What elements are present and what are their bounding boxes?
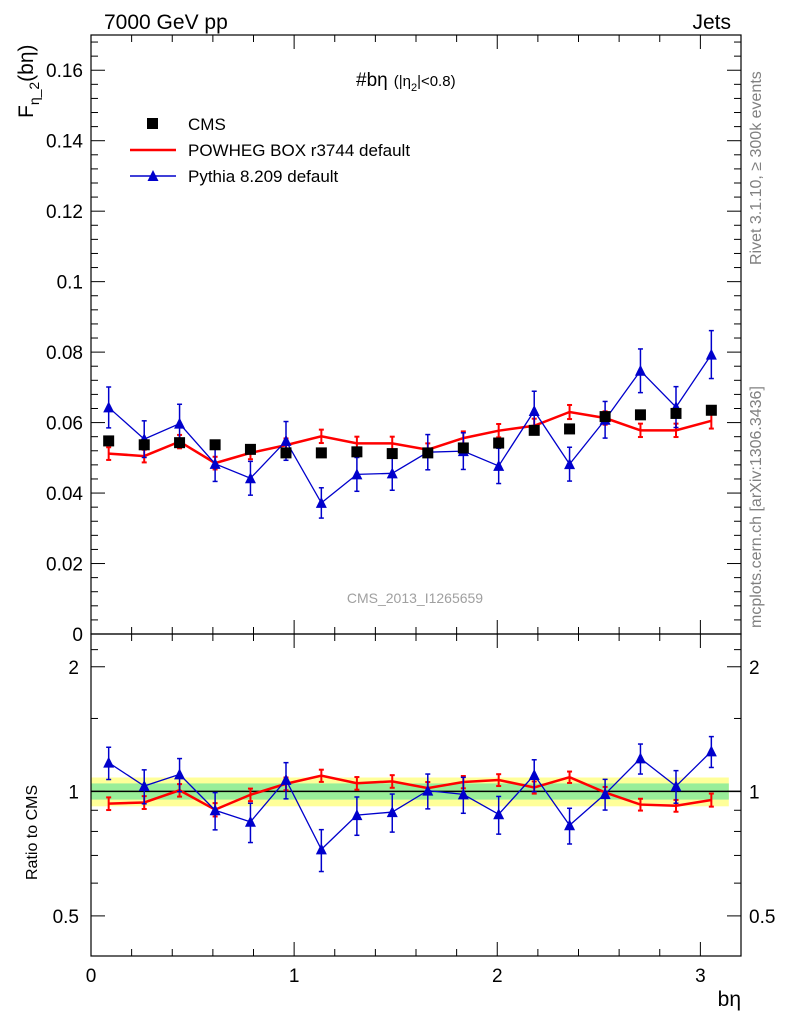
legend-label-pythia: Pythia 8.209 default (188, 167, 339, 186)
ratio-pythia-point (599, 788, 611, 800)
x-axis-label: bη (718, 988, 741, 1011)
cms-data-point (138, 439, 150, 451)
cms-data-point (315, 447, 327, 459)
ratio-line-pythia (108, 750, 712, 851)
y-tick-label: 0.04 (46, 484, 83, 505)
ratio-pythia-point (280, 773, 292, 785)
main-panel: 0 0.02 0.04 0.06 0.08 0.1 0.12 0.14 0.16 (46, 34, 742, 646)
ratio-pythia-point (209, 804, 221, 816)
plot-title: #bη (|η2|<0.8) (356, 70, 456, 94)
pythia-point (634, 364, 646, 376)
pythia-point (174, 417, 186, 429)
legend-label-powheg: POWHEG BOX r3744 default (188, 141, 410, 160)
pythia-point (103, 401, 115, 413)
ratio-y-tick-label: 1 (68, 782, 79, 803)
y-tick-label: 0.06 (46, 414, 83, 435)
x-tick-label: 3 (695, 966, 706, 987)
ratio-pythia-point (634, 752, 646, 764)
ratio-pythia-point (386, 806, 398, 818)
x-tick-label: 2 (492, 966, 503, 987)
pythia-point (705, 348, 717, 360)
legend-marker-pythia (147, 170, 159, 181)
pythia-point (280, 434, 292, 446)
cms-data-point (457, 442, 469, 454)
y-axis-label-end: (bη) (15, 44, 38, 81)
ratio-y-tick-label-right: 2 (749, 658, 760, 679)
ratio-panel: 0 1 2 3 0.5 0.5 1 1 2 2 (53, 633, 775, 987)
ratio-y-tick-label: 2 (68, 658, 79, 679)
ratio-y-tick-label-right: 1 (749, 782, 760, 803)
series-line-powheg (108, 410, 712, 465)
y-axis-label: Fη_2(bη) (15, 44, 42, 118)
ratio-pythia-point (670, 780, 682, 792)
cms-data-point (280, 447, 292, 459)
cms-data-point (564, 423, 576, 435)
ratio-pythia-point (103, 756, 115, 768)
y-tick-label: 0 (72, 625, 83, 646)
cms-data-point (670, 407, 682, 419)
y-tick-label: 0.08 (46, 343, 83, 364)
series-line-pythia (108, 354, 712, 504)
pythia-point (564, 458, 576, 470)
cms-data-point (528, 424, 540, 436)
y-tick-label: 0.14 (46, 132, 83, 153)
ratio-pythia-point (138, 780, 150, 792)
x-tick-label: 0 (86, 966, 97, 987)
ratio-pythia-point (705, 745, 717, 757)
pythia-point (386, 467, 398, 479)
rivet-label: Rivet 3.1.10, ≥ 300k events (748, 71, 765, 265)
ratio-y-tick-label-right: 0.5 (749, 907, 775, 928)
ratio-line-powheg (108, 774, 712, 812)
cms-data-point (103, 435, 115, 447)
y-axis-label-sub: η_2 (26, 82, 42, 106)
legend-label-cms: CMS (188, 115, 226, 134)
ratio-pythia-point (493, 808, 505, 820)
x-tick-label: 1 (289, 966, 300, 987)
cms-data-point (351, 446, 363, 458)
pythia-point (209, 457, 221, 469)
ratio-pythia-point (457, 788, 469, 800)
ratio-y-axis-label: Ratio to CMS (24, 785, 41, 880)
cms-data-point (209, 439, 221, 451)
cms-data-point (386, 448, 398, 460)
y-tick-label: 0.02 (46, 555, 83, 576)
plot-title-cut-end: |<0.8) (417, 73, 456, 90)
cms-data-point (174, 437, 186, 449)
cms-data-point (422, 447, 434, 459)
y-tick-label: 0.12 (46, 202, 83, 223)
y-axis-label-main: F (15, 105, 38, 118)
plot-title-cut: (|η (394, 73, 411, 90)
ratio-pythia-point (244, 815, 256, 827)
plot-title-main: #bη (356, 70, 388, 91)
cms-data-point (634, 409, 646, 421)
pythia-point (315, 496, 327, 508)
analysis-watermark: CMS_2013_I1265659 (347, 590, 483, 606)
pythia-point (528, 404, 540, 416)
y-tick-label: 0.16 (46, 61, 83, 82)
ratio-pythia-point (422, 784, 434, 796)
ratio-pythia-point (174, 768, 186, 780)
process-label: Jets (692, 11, 731, 34)
legend: CMS POWHEG BOX r3744 default Pythia 8.20… (130, 115, 410, 186)
ratio-y-tick-label: 0.5 (53, 907, 79, 928)
cms-data-point (599, 411, 611, 423)
pythia-point (351, 468, 363, 480)
cms-data-point (493, 437, 505, 449)
energy-label: 7000 GeV pp (104, 11, 228, 34)
pythia-point (493, 459, 505, 471)
y-tick-label: 0.1 (57, 273, 83, 294)
cms-data-point (705, 404, 717, 416)
ratio-pythia-point (564, 819, 576, 831)
ratio-pythia-point (528, 769, 540, 781)
plot-title-cut-sub: 2 (411, 82, 417, 94)
ratio-pythia-point (315, 843, 327, 855)
mcplots-label: mcplots.cern.ch [arXiv:1306.3436] (748, 386, 765, 628)
pythia-point (244, 472, 256, 484)
legend-marker-cms (147, 118, 158, 129)
ratio-pythia-point (351, 809, 363, 821)
cms-data-point (244, 443, 256, 455)
